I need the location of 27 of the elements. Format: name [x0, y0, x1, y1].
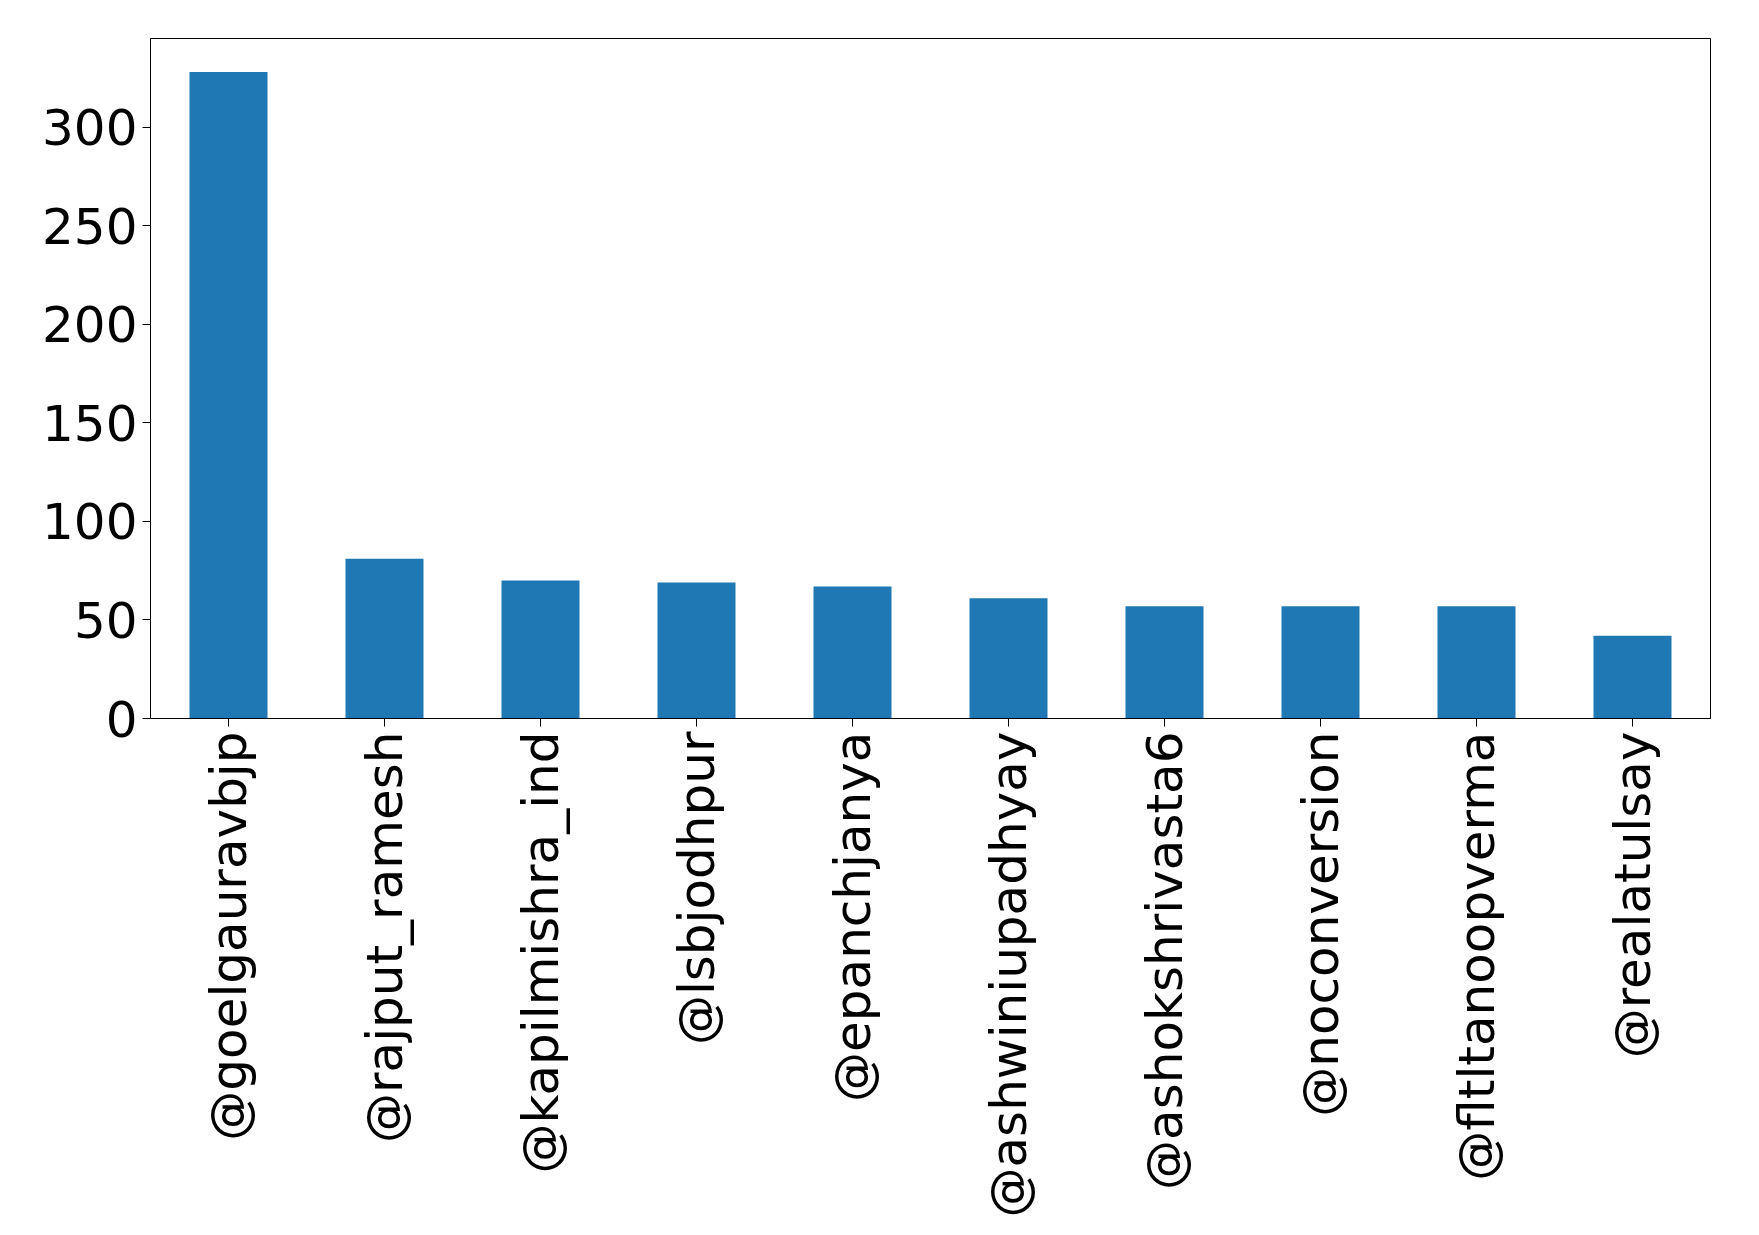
bar [189, 72, 268, 719]
x-tick-label: @realatulsay [1603, 731, 1662, 1059]
y-tick-label: 200 [42, 296, 138, 355]
y-tick-label: 150 [42, 394, 138, 453]
y-tick-label: 100 [42, 493, 138, 552]
y-tick-label: 300 [42, 99, 138, 158]
x-tick-label: @rajput_ramesh [355, 731, 414, 1144]
bar [1125, 606, 1204, 719]
y-tick-label: 250 [42, 197, 138, 256]
x-tick-label: @fltltanoopverma [1447, 731, 1506, 1181]
x-tick-label: @lsbjodhpur [667, 731, 726, 1046]
bar [657, 582, 736, 719]
bar [969, 598, 1048, 719]
bar [1281, 606, 1360, 719]
bar [813, 586, 892, 719]
x-tick-label: @epanchjanya [823, 731, 882, 1102]
x-tick-label: @ashokshrivasta6 [1135, 731, 1194, 1190]
x-tick-label: @goelgauravbjp [199, 731, 258, 1141]
bar [1437, 606, 1516, 719]
bar [1593, 635, 1672, 719]
y-tick-label: 50 [73, 591, 138, 650]
x-tick-label: @kapilmishra_ind [511, 731, 570, 1174]
bar [345, 558, 424, 719]
y-tick-label: 0 [105, 690, 138, 749]
x-tick-label: @noconversion [1291, 731, 1350, 1117]
bar [501, 580, 580, 719]
x-tick-label: @ashwiniupadhyay [979, 731, 1038, 1218]
